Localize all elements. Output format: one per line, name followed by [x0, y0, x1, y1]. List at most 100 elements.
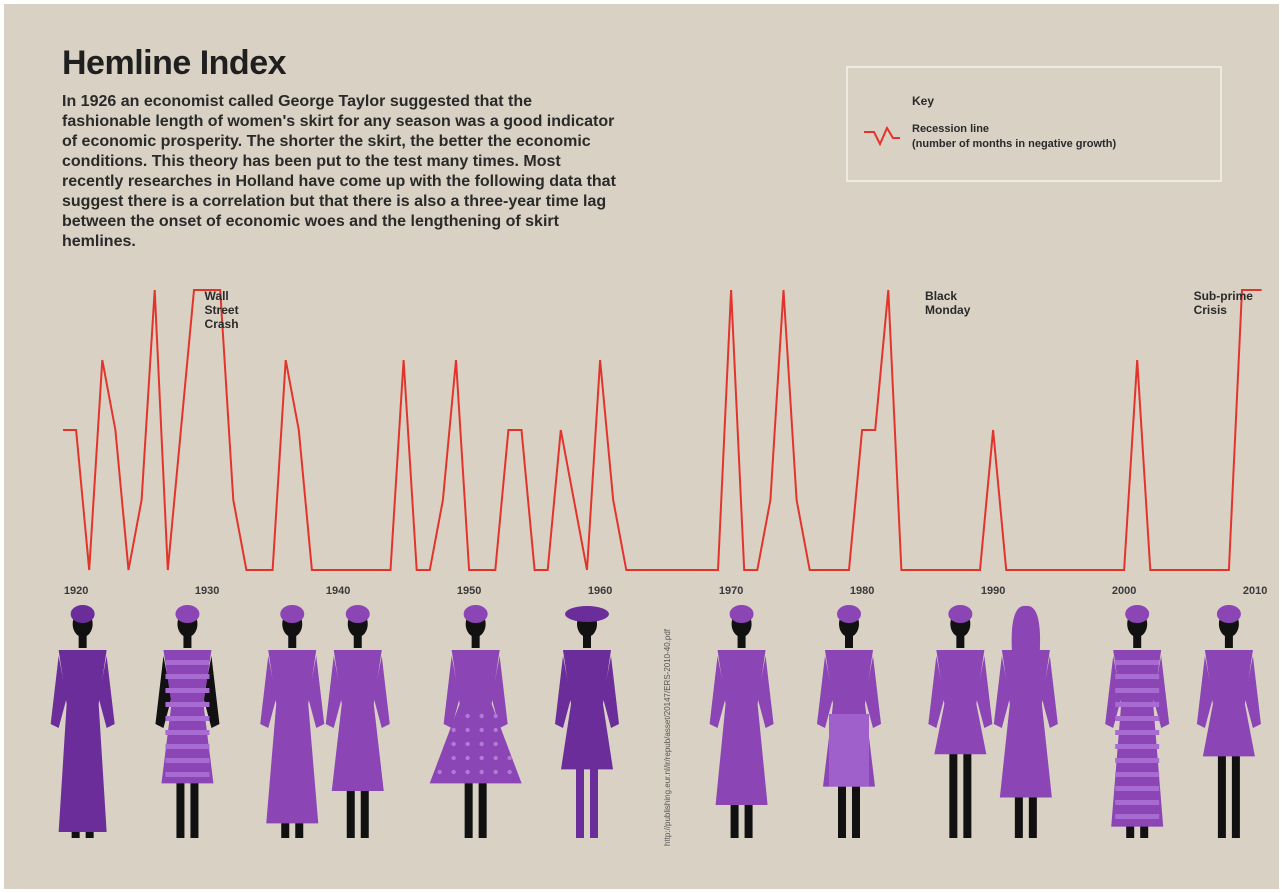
figure-hair — [1216, 605, 1241, 623]
figure-neck — [78, 634, 87, 648]
figure-left-leg — [1217, 752, 1226, 838]
figure-dress-stripe — [1115, 688, 1160, 693]
hemline-figure — [50, 605, 115, 838]
figure-dress-stripe — [1115, 814, 1160, 819]
figure-dress-dot — [479, 755, 484, 761]
figure-dress-dot — [479, 741, 484, 747]
figure-neck — [471, 634, 480, 648]
figure-right-arm — [1153, 656, 1170, 728]
intro-paragraph: In 1926 an economist called George Taylo… — [62, 93, 616, 250]
figure-left-leg — [730, 801, 739, 838]
hemline-figure — [817, 605, 881, 838]
figure-dress — [429, 650, 522, 784]
figure-right-leg — [478, 779, 487, 838]
figure-right-arm — [976, 656, 993, 728]
figure-hair — [1125, 605, 1150, 623]
figure-hair — [175, 605, 200, 623]
figure-hair — [837, 605, 861, 623]
x-tick-label: 1970 — [719, 585, 743, 597]
figure-dress-dot — [507, 755, 512, 761]
figure-left-leg — [71, 828, 80, 838]
figure-dress — [331, 650, 384, 791]
figure-right-arm — [491, 656, 508, 728]
figure-dress-dot — [493, 727, 498, 733]
figure-neck — [583, 634, 591, 648]
x-tick-label: 1960 — [588, 585, 612, 597]
figure-left-arm — [928, 656, 945, 728]
figure-dress-stripe — [165, 744, 210, 749]
x-tick-label: 1990 — [981, 585, 1005, 597]
figure-left-leg — [576, 765, 584, 838]
figure-right-arm — [1244, 656, 1261, 728]
page-title: Hemline Index — [62, 44, 287, 82]
x-tick-label: 1980 — [850, 585, 874, 597]
hemline-chart: 1920 1930 1940 1950 1960 1970 1980 1990 2000 2010… — [50, 289, 1267, 838]
figure-right-leg — [590, 765, 598, 838]
x-tick-label: 2010 — [1243, 585, 1267, 597]
figure-hair — [280, 605, 305, 623]
x-tick-label: 1920 — [64, 585, 88, 597]
figure-neck — [737, 634, 746, 648]
figure-right-leg — [852, 782, 860, 838]
figure-left-leg — [464, 779, 473, 838]
figure-left-arm — [50, 656, 67, 728]
figure-left-arm — [1105, 656, 1122, 728]
figure-left-leg — [176, 779, 185, 838]
figure-dress-dot — [493, 755, 498, 761]
source-url-note: http://publishing.eur.nl/ir/repub/asset/… — [663, 628, 672, 846]
figure-right-leg — [1140, 822, 1149, 838]
legend-swatch-icon — [864, 125, 900, 147]
figure-neck — [1133, 634, 1142, 648]
figure-dress-dot — [451, 727, 456, 733]
figure-left-leg — [1126, 822, 1135, 838]
figure-right-arm — [203, 656, 220, 728]
figure-dress-dot — [437, 769, 442, 775]
figure-dress-stripe — [165, 730, 210, 735]
event-annotation: Black Monday — [925, 289, 971, 317]
figure-right-leg — [85, 828, 94, 838]
figure-dress-dot — [465, 755, 470, 761]
figure-right-leg — [1028, 793, 1037, 838]
figure-dress-stripe — [1115, 716, 1160, 721]
figure-right-leg — [963, 750, 972, 838]
figure-dress-stripe — [1115, 786, 1160, 791]
figure-dress-dot — [451, 769, 456, 775]
figure-left-arm — [709, 656, 726, 728]
figure-neck — [353, 634, 362, 648]
figure-dress — [266, 650, 319, 824]
figure-dress-stripe — [1115, 730, 1160, 735]
figure-dress-dot — [451, 741, 456, 747]
hemline-figure — [928, 605, 993, 838]
figure-left-arm — [555, 656, 571, 728]
x-tick-label: 1950 — [457, 585, 481, 597]
figure-right-arm — [308, 656, 325, 728]
figure-dress-stripe — [1115, 702, 1160, 707]
x-tick-label: 2000 — [1112, 585, 1136, 597]
figure-dress-stripe — [165, 758, 210, 763]
figure-right-arm — [865, 656, 881, 728]
recession-line-series — [63, 289, 1262, 571]
figure-dress-stripe — [1115, 800, 1160, 805]
figure-hair — [345, 605, 370, 623]
figure-left-leg — [949, 750, 958, 838]
figure-hair — [463, 605, 488, 623]
figure-dress — [715, 650, 768, 805]
figure-right-arm — [98, 656, 115, 728]
figure-left-leg — [838, 782, 846, 838]
figure-neck — [288, 634, 297, 648]
hemline-figure — [429, 605, 522, 838]
figure-right-leg — [295, 819, 304, 838]
figure-dress-dot — [479, 727, 484, 733]
figure-skirt — [829, 714, 869, 787]
figure-dress-dot — [493, 713, 498, 719]
figure-neck — [845, 634, 853, 648]
figure-dress-stripe — [165, 772, 210, 777]
figure-right-arm — [757, 656, 774, 728]
hemline-figure — [325, 605, 390, 838]
figure-dress-dot — [479, 713, 484, 719]
figure-dress-dot — [465, 769, 470, 775]
figure-dress-dot — [465, 727, 470, 733]
figure-dress-stripe — [1115, 772, 1160, 777]
figure-hair — [948, 605, 973, 623]
figure-right-leg — [1231, 752, 1240, 838]
